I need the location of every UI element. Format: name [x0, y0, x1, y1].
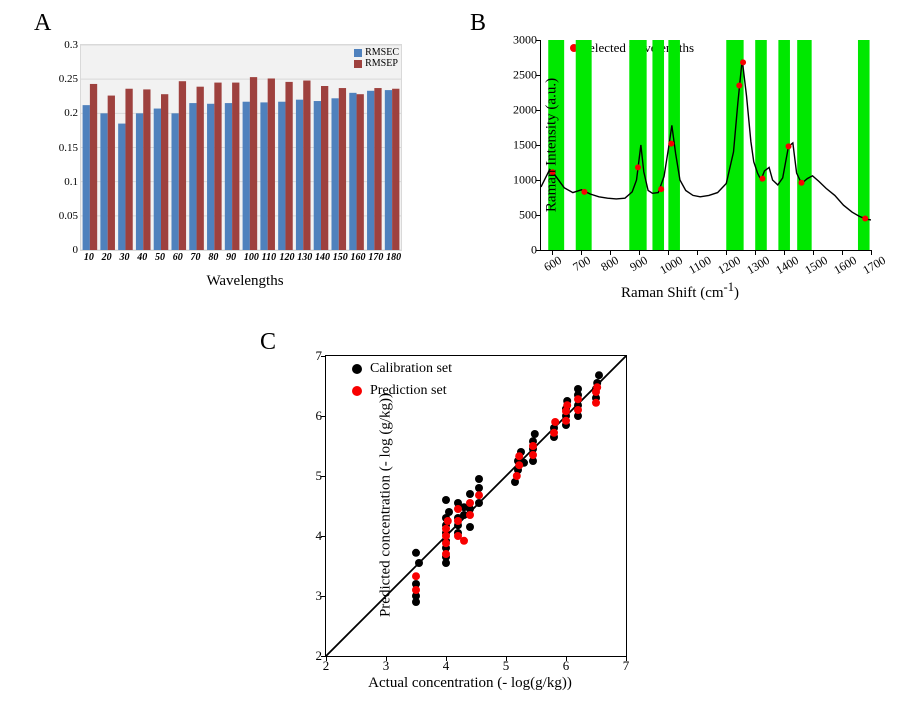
panel-a-xtick: 70	[191, 252, 201, 263]
panel-c-xlabel: Actual concentration (- log(g/kg))	[368, 675, 572, 692]
legend-dot-prediction	[352, 386, 362, 396]
panel-a-ytick: 0.3	[64, 39, 78, 51]
legend-calibration: Calibration set	[352, 361, 452, 377]
legend-dot-calibration	[352, 364, 362, 374]
panel-b-xlabel-tail: )	[734, 285, 739, 301]
panel-b-xtick: 800	[599, 253, 622, 275]
legend-rmsep: RMSEP	[354, 58, 399, 69]
panel-a-plot-area: 00.050.10.150.20.250.3 10203040506070809…	[80, 44, 402, 251]
legend-swatch-rmsep	[354, 60, 362, 68]
panel-a-ytick: 0	[73, 244, 79, 256]
legend-rmsec: RMSEC	[354, 47, 399, 58]
panel-c: C 234567 234567 Calibration set Predicti…	[260, 325, 680, 705]
panel-a-xtick: 130	[297, 252, 312, 263]
panel-c-letter: C	[260, 329, 276, 356]
panel-a-svg	[81, 45, 401, 250]
panel-a-xtick: 10	[84, 252, 94, 263]
panel-b-xtick: 1600	[831, 253, 859, 278]
legend-label-rmsec: RMSEC	[365, 47, 399, 58]
panel-b-xtick: 1500	[802, 253, 830, 278]
panel-b-xlabel-sup: -1	[724, 280, 734, 294]
panel-a-xtick: 170	[368, 252, 383, 263]
panel-b-xtick: 1700	[860, 253, 888, 278]
panel-b-ytick: 2000	[513, 103, 537, 118]
panel-b-ytick: 1500	[513, 138, 537, 153]
panel-b-svg	[541, 40, 871, 250]
panel-b-letter: B	[470, 10, 486, 37]
panel-b-xtick: 1200	[715, 253, 743, 278]
legend-swatch-rmsec	[354, 49, 362, 57]
panel-a: A 00.050.10.150.20.250.3 102030405060708…	[30, 10, 460, 320]
panel-a-ytick: 0.25	[59, 73, 78, 85]
panel-b: B selected wavelengths 05001000150020002…	[470, 10, 890, 320]
panel-a-ytick: 0.1	[64, 176, 78, 188]
legend-label-rmsep: RMSEP	[365, 58, 398, 69]
panel-b-ylabel: Raman Intensity (a.u.)	[544, 78, 561, 212]
panel-a-xtick: 150	[333, 252, 348, 263]
panel-b-xtick: 1400	[773, 253, 801, 278]
panel-a-xtick: 120	[279, 252, 294, 263]
panel-c-ylabel: Predicted concentration (- log (g/kg))	[378, 393, 395, 617]
panel-a-xtick: 100	[244, 252, 259, 263]
panel-a-xtick: 40	[137, 252, 147, 263]
panel-b-xtick: 700	[570, 253, 593, 275]
panel-b-ytick: 3000	[513, 33, 537, 48]
panel-a-xtick: 160	[351, 252, 366, 263]
panel-b-xlabel: Raman Shift (cm-1)	[621, 280, 739, 302]
panel-a-xtick: 90	[226, 252, 236, 263]
panel-a-xtick: 110	[262, 252, 276, 263]
panel-a-xtick: 140	[315, 252, 330, 263]
legend-label-calibration: Calibration set	[370, 361, 452, 377]
figure-root: A 00.050.10.150.20.250.3 102030405060708…	[0, 0, 914, 718]
panel-a-xtick: 50	[155, 252, 165, 263]
panel-b-xtick: 1300	[744, 253, 772, 278]
panel-a-xtick: 180	[386, 252, 401, 263]
panel-a-xtick: 80	[208, 252, 218, 263]
legend-prediction: Prediction set	[352, 383, 452, 399]
panel-a-ytick: 0.15	[59, 142, 78, 154]
panel-b-ytick: 500	[519, 208, 537, 223]
panel-b-ytick: 2500	[513, 68, 537, 83]
panel-a-xtick: 20	[102, 252, 112, 263]
panel-a-xtick: 60	[173, 252, 183, 263]
panel-b-xtick: 900	[628, 253, 651, 275]
panel-c-legend: Calibration set Prediction set	[352, 361, 452, 405]
panel-b-xtick: 600	[541, 253, 564, 275]
panel-b-ytick: 1000	[513, 173, 537, 188]
panel-a-xtick: 30	[119, 252, 129, 263]
panel-b-xlabel-main: Raman Shift (cm	[621, 285, 723, 301]
panel-a-xlabel: Wavelengths	[206, 273, 283, 290]
panel-b-plot-area: 050010001500200025003000 600700800900100…	[540, 40, 871, 251]
panel-b-xtick: 1100	[686, 253, 714, 278]
panel-a-ytick: 0.05	[59, 210, 78, 222]
panel-a-ytick: 0.2	[64, 107, 78, 119]
panel-a-legend: RMSEC RMSEP	[354, 47, 399, 69]
panel-a-letter: A	[34, 10, 51, 37]
panel-b-xtick: 1000	[658, 253, 686, 278]
